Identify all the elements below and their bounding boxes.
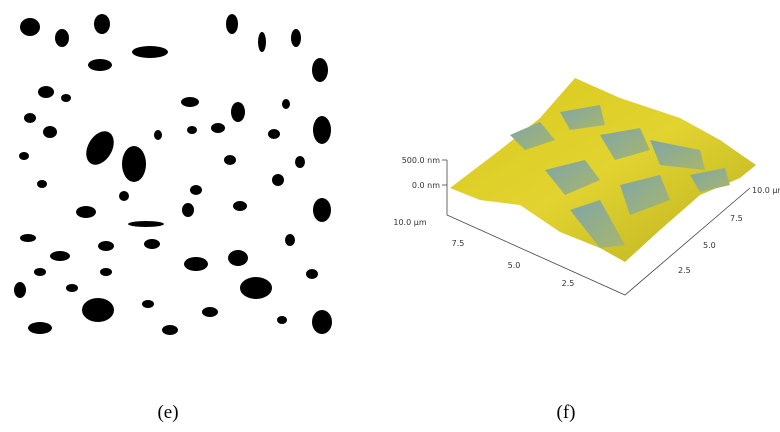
z-label: 0.0 nm [412, 181, 440, 190]
axis-label: 10.0 µm [752, 186, 780, 195]
axis-label: 7.5 [452, 239, 465, 248]
panel-label: (e) [157, 402, 178, 423]
axis-label: 5.0 [703, 241, 716, 250]
axis-label: 2.5 [562, 279, 575, 288]
z-label: 500.0 nm [402, 156, 441, 165]
afm-surface [442, 78, 756, 295]
axis-label: 10.0 µm [393, 218, 426, 227]
axis-label: 2.5 [678, 266, 691, 275]
axis-label: 5.0 [508, 261, 521, 270]
panel-label: (f) [557, 402, 576, 423]
figure: (e) (f) 500.0 nm 0.0 nm 10.0 µm 7.5 5.0 … [0, 0, 780, 432]
axis-label: 7.5 [730, 214, 743, 223]
binary-image [12, 12, 332, 335]
